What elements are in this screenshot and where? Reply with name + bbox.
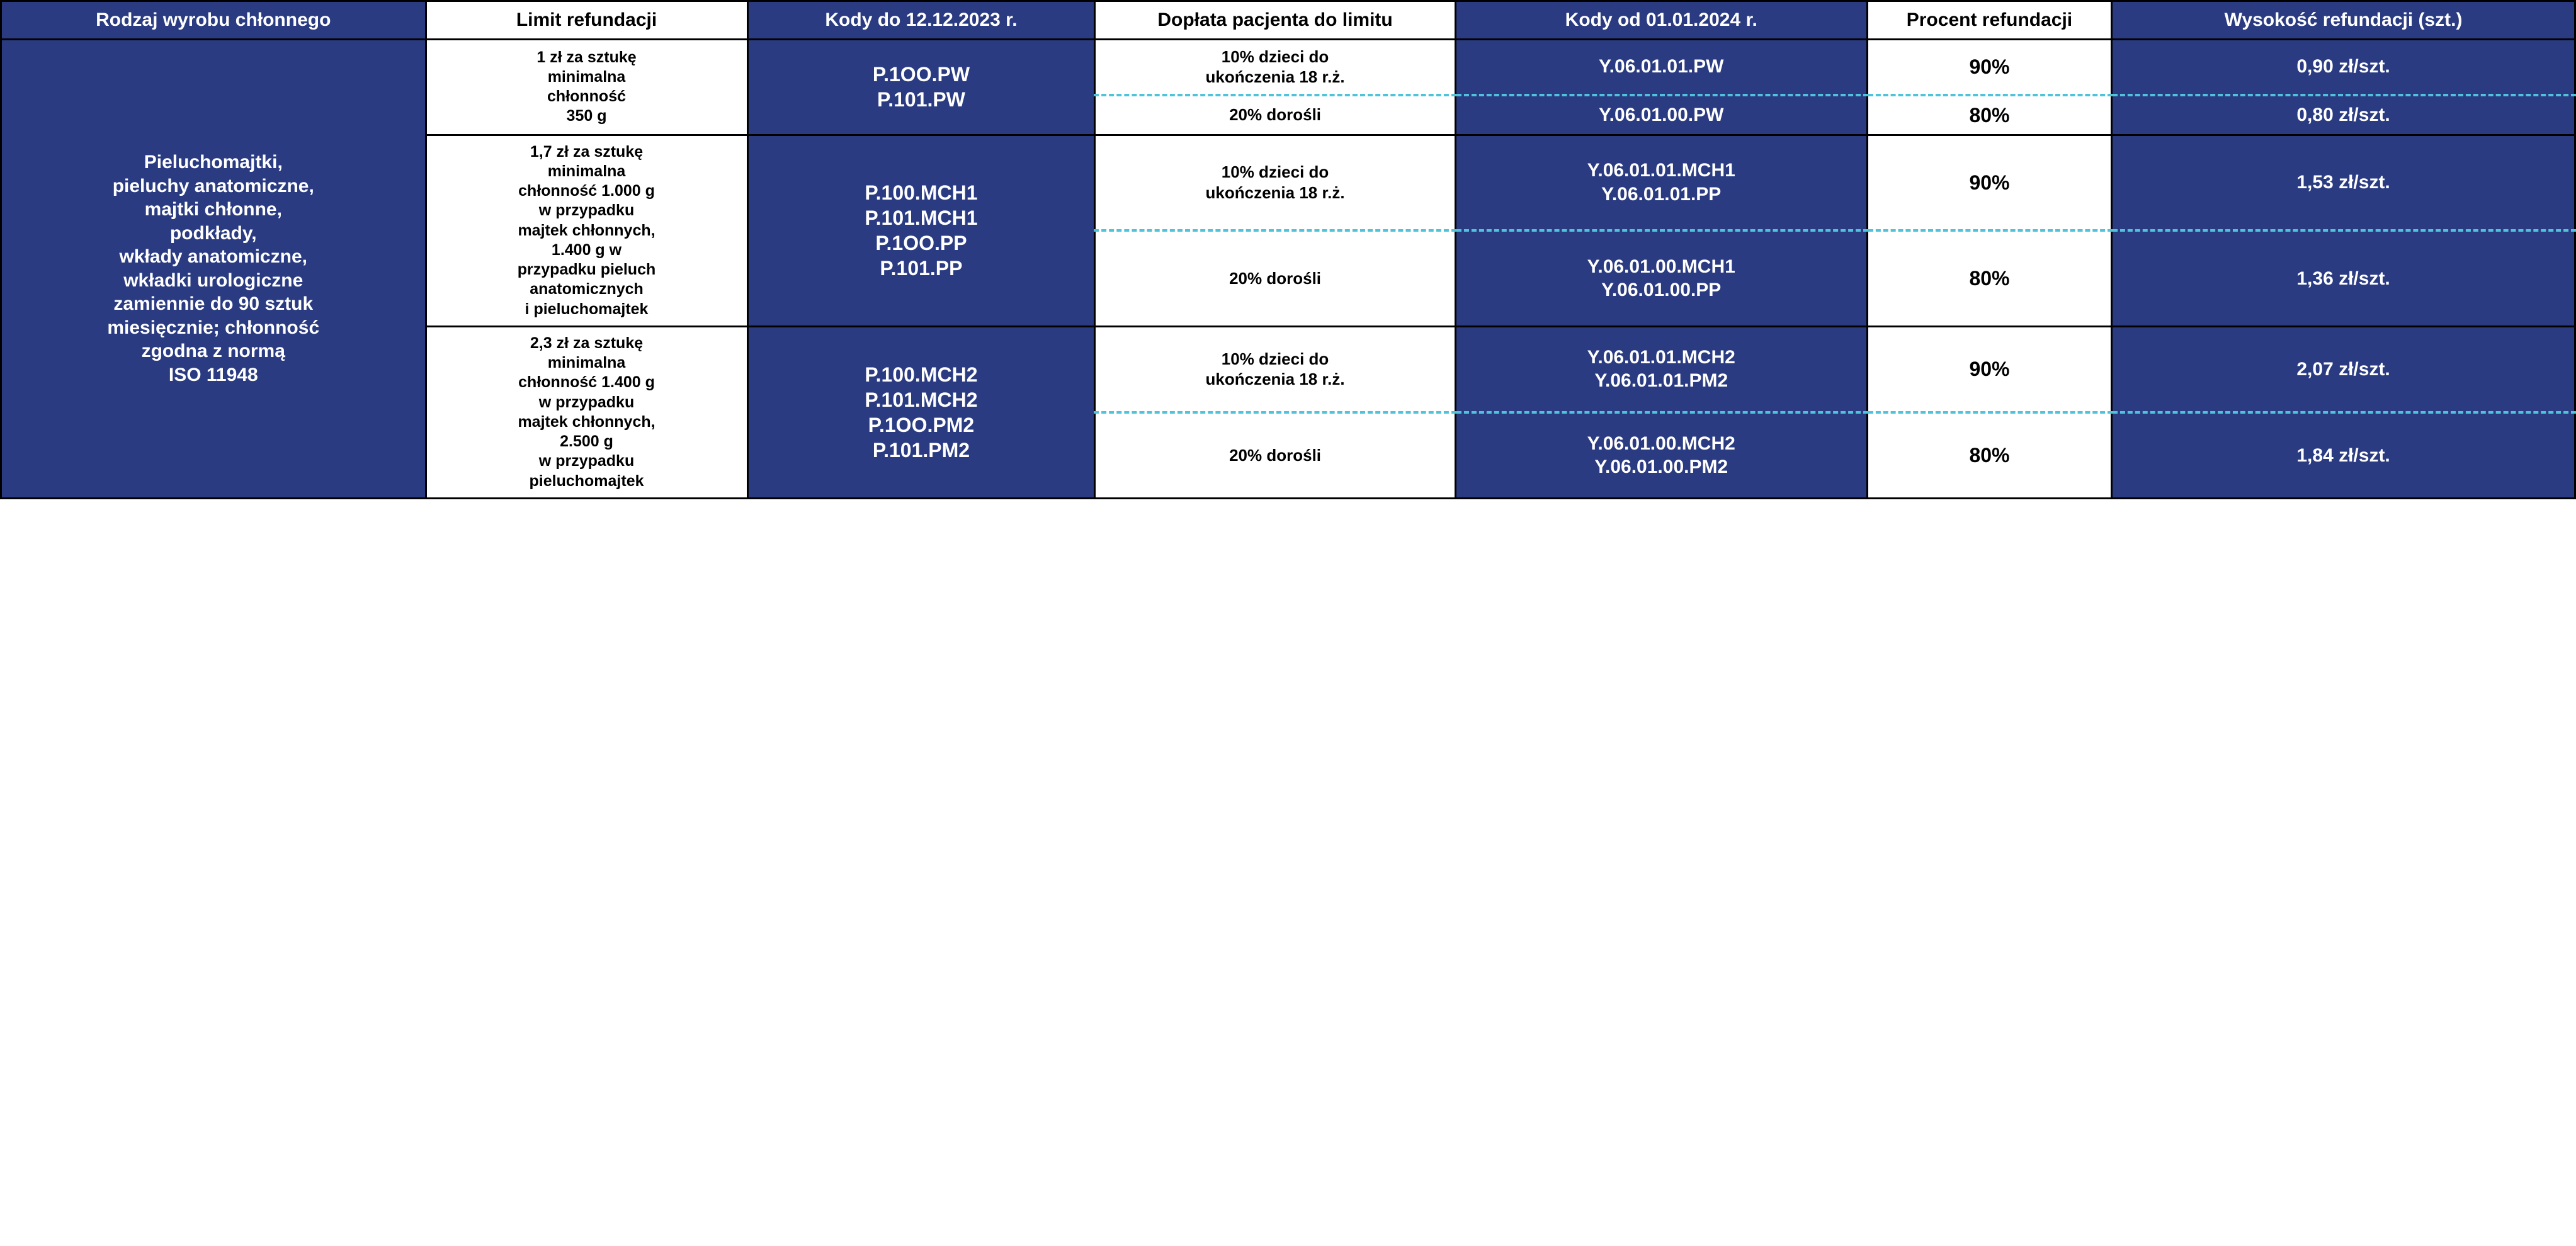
new-codes-cell: Y.06.01.00.MCH1Y.06.01.00.PP — [1455, 230, 1867, 326]
amount-cell: 1,84 zł/szt. — [2112, 412, 2575, 499]
amount-cell: 0,80 zł/szt. — [2112, 95, 2575, 135]
percent-cell: 90% — [1867, 39, 2111, 95]
col-header-newcodes: Kody od 01.01.2024 r. — [1455, 1, 1867, 40]
old-codes-cell: P.1OO.PWP.101.PW — [747, 39, 1095, 135]
col-header-copay: Dopłata pacjenta do limitu — [1095, 1, 1455, 40]
percent-cell: 80% — [1867, 95, 2111, 135]
amount-cell: 1,36 zł/szt. — [2112, 230, 2575, 326]
old-codes-cell: P.100.MCH1P.101.MCH1P.1OO.PPP.101.PP — [747, 135, 1095, 326]
new-codes-cell: Y.06.01.01.PW — [1455, 39, 1867, 95]
new-codes-cell: Y.06.01.00.PW — [1455, 95, 1867, 135]
new-codes-cell: Y.06.01.00.MCH2Y.06.01.00.PM2 — [1455, 412, 1867, 499]
limit-cell: 2,3 zł za sztukęminimalnachłonność 1.400… — [426, 326, 747, 498]
copay-cell: 10% dzieci doukończenia 18 r.ż. — [1095, 135, 1455, 230]
percent-cell: 80% — [1867, 412, 2111, 499]
limit-cell: 1 zł za sztukęminimalnachłonność350 g — [426, 39, 747, 135]
col-header-percent: Procent refundacji — [1867, 1, 2111, 40]
amount-cell: 2,07 zł/szt. — [2112, 326, 2575, 412]
percent-cell: 90% — [1867, 135, 2111, 230]
col-header-product: Rodzaj wyrobu chłonnego — [1, 1, 426, 40]
col-header-oldcodes: Kody do 12.12.2023 r. — [747, 1, 1095, 40]
limit-cell: 1,7 zł za sztukęminimalnachłonność 1.000… — [426, 135, 747, 326]
copay-cell: 10% dzieci doukończenia 18 r.ż. — [1095, 39, 1455, 95]
product-type-cell: Pieluchomajtki,pieluchy anatomiczne,majt… — [1, 39, 426, 498]
new-codes-cell: Y.06.01.01.MCH1Y.06.01.01.PP — [1455, 135, 1867, 230]
percent-cell: 80% — [1867, 230, 2111, 326]
table-row: Pieluchomajtki,pieluchy anatomiczne,majt… — [1, 39, 2575, 95]
copay-cell: 10% dzieci doukończenia 18 r.ż. — [1095, 326, 1455, 412]
new-codes-cell: Y.06.01.01.MCH2Y.06.01.01.PM2 — [1455, 326, 1867, 412]
copay-cell: 20% dorośli — [1095, 230, 1455, 326]
percent-cell: 90% — [1867, 326, 2111, 412]
col-header-amount: Wysokość refundacji (szt.) — [2112, 1, 2575, 40]
col-header-limit: Limit refundacji — [426, 1, 747, 40]
old-codes-cell: P.100.MCH2P.101.MCH2P.1OO.PM2P.101.PM2 — [747, 326, 1095, 498]
table-header-row: Rodzaj wyrobu chłonnego Limit refundacji… — [1, 1, 2575, 40]
amount-cell: 1,53 zł/szt. — [2112, 135, 2575, 230]
copay-cell: 20% dorośli — [1095, 412, 1455, 499]
copay-cell: 20% dorośli — [1095, 95, 1455, 135]
reimbursement-table: Rodzaj wyrobu chłonnego Limit refundacji… — [0, 0, 2576, 499]
amount-cell: 0,90 zł/szt. — [2112, 39, 2575, 95]
